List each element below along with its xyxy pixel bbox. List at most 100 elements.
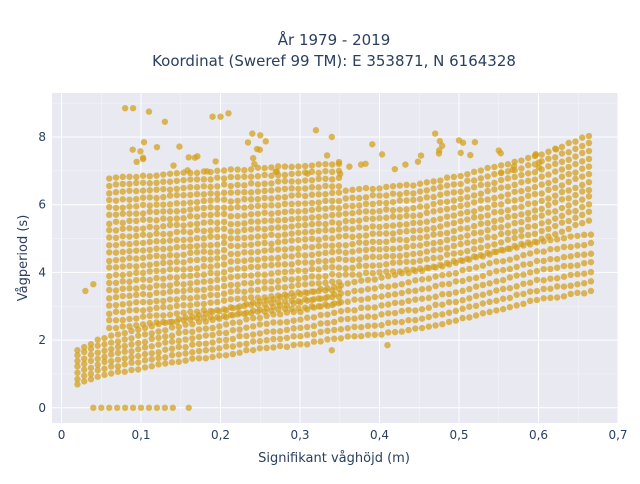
data-point (106, 257, 113, 265)
data-point (168, 324, 176, 331)
data-point (520, 271, 527, 278)
data-point (261, 308, 268, 315)
data-point (329, 263, 336, 271)
data-point (497, 224, 505, 231)
data-point (511, 234, 518, 242)
data-point (378, 151, 386, 158)
data-point (155, 354, 162, 362)
data-point (445, 290, 453, 298)
data-point (477, 190, 485, 197)
data-point (524, 209, 532, 217)
data-point (376, 230, 383, 237)
y-tick-label: 8 (38, 130, 46, 144)
data-point (362, 246, 370, 254)
data-point (153, 252, 160, 260)
data-point (106, 279, 113, 287)
data-point (146, 246, 153, 254)
data-point (160, 237, 167, 245)
data-point (261, 301, 268, 308)
data-point (574, 281, 581, 288)
data-point (504, 222, 512, 229)
data-point (148, 363, 155, 370)
data-point (371, 322, 378, 329)
data-point (443, 251, 451, 258)
data-point (445, 309, 453, 316)
data-point (106, 226, 113, 234)
data-point (220, 254, 228, 261)
data-point (254, 233, 262, 240)
data-point (403, 197, 410, 204)
data-point (220, 181, 228, 188)
data-point (261, 247, 268, 254)
data-point (472, 274, 480, 282)
data-point (106, 175, 113, 182)
data-point (477, 220, 485, 227)
data-point (106, 302, 113, 309)
data-point (126, 180, 133, 188)
data-point (533, 296, 541, 304)
data-point (378, 293, 385, 300)
data-point (437, 223, 444, 230)
data-point (207, 299, 214, 306)
data-point (180, 309, 187, 316)
data-point (166, 237, 174, 244)
data-point (135, 332, 142, 339)
data-point (114, 363, 122, 370)
data-point (551, 168, 559, 175)
data-point (308, 235, 316, 243)
data-point (139, 210, 147, 217)
data-point (241, 204, 248, 211)
data-point (504, 198, 512, 205)
data-point (295, 185, 302, 192)
data-point (283, 326, 291, 334)
data-point (139, 154, 147, 161)
data-point (579, 188, 586, 195)
data-point (579, 165, 586, 172)
data-point (214, 233, 221, 241)
data-point (225, 110, 232, 117)
data-point (301, 221, 309, 229)
data-point (526, 297, 534, 305)
data-point (288, 215, 295, 223)
data-point (396, 197, 403, 204)
data-point (470, 192, 478, 199)
data-point (520, 290, 527, 298)
data-point (432, 301, 439, 309)
data-point (153, 143, 161, 151)
data-point (436, 137, 444, 145)
data-point (335, 241, 343, 249)
data-point (491, 217, 498, 225)
data-point (450, 250, 458, 257)
data-point (371, 313, 378, 321)
data-point (241, 295, 248, 302)
data-point (166, 221, 174, 229)
data-point (283, 318, 291, 326)
data-point (173, 177, 181, 185)
data-point (551, 177, 559, 184)
data-point (389, 190, 397, 197)
data-point (112, 234, 120, 242)
data-point (310, 338, 318, 345)
data-point (182, 328, 189, 336)
data-point (579, 219, 586, 227)
data-point (112, 324, 120, 332)
data-point (551, 222, 559, 230)
data-point (274, 269, 282, 276)
data-point (315, 213, 322, 221)
data-point (268, 217, 275, 224)
data-point (432, 282, 439, 290)
data-point (470, 208, 478, 215)
y-tick-label: 2 (38, 333, 46, 347)
data-point (119, 292, 126, 300)
data-point (234, 304, 241, 311)
data-point (470, 229, 478, 237)
data-point (126, 233, 133, 240)
data-point (349, 248, 356, 255)
data-point (162, 346, 169, 353)
data-point (187, 272, 194, 280)
data-point (274, 224, 282, 231)
data-point (362, 232, 370, 239)
data-point (173, 185, 181, 193)
data-point (416, 188, 424, 195)
data-point (560, 234, 568, 242)
